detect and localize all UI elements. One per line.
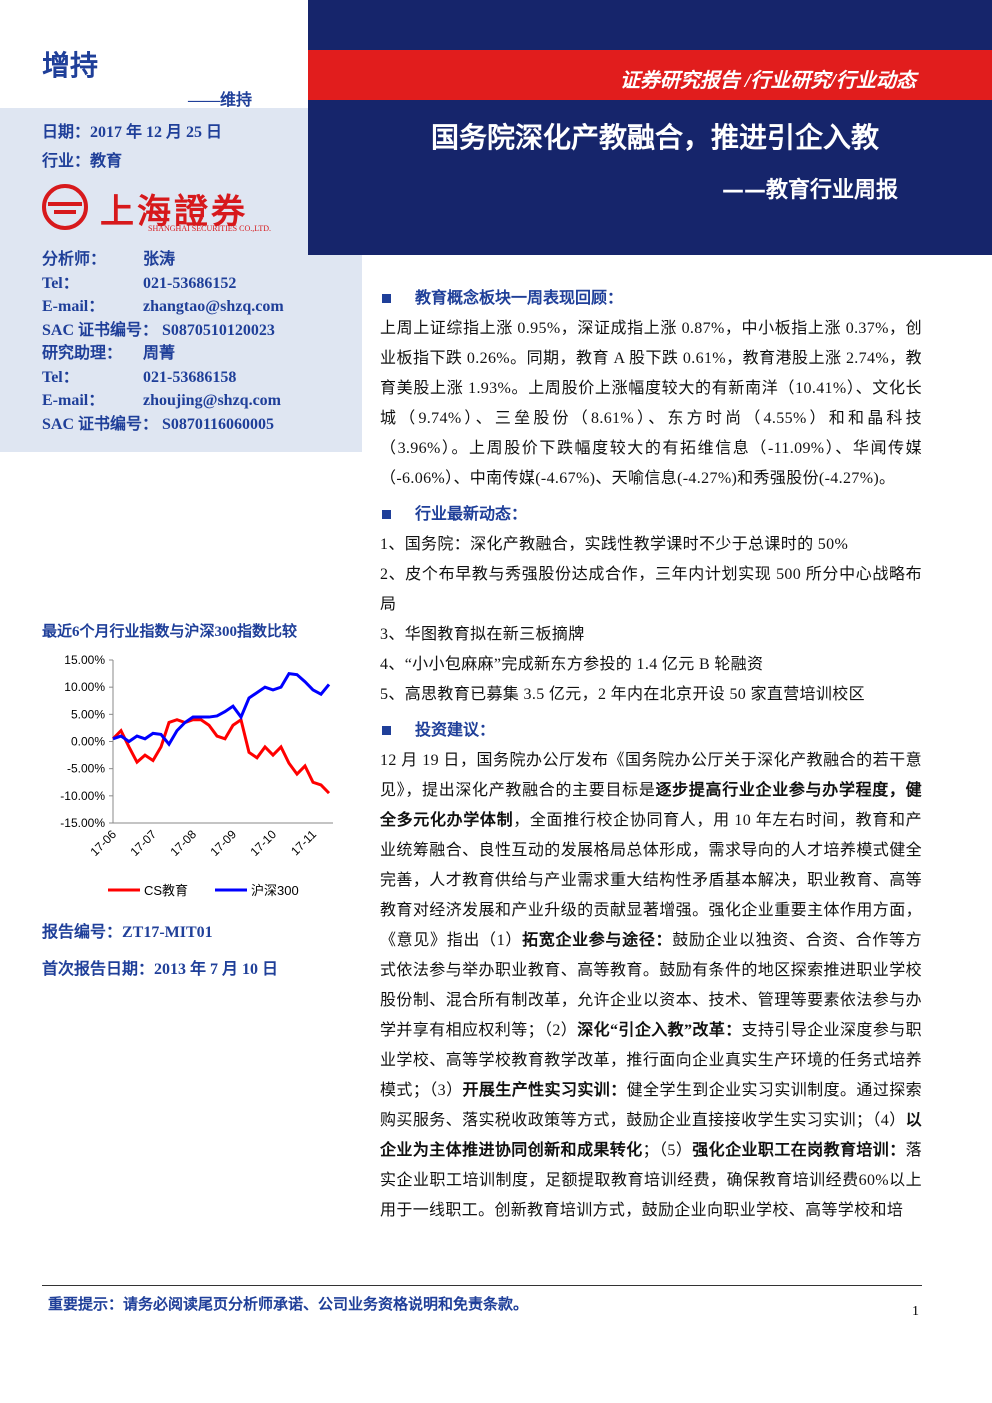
heading-text: 教育概念板块一周表现回顾： — [415, 290, 624, 307]
analyst-label: Tel： — [42, 274, 79, 292]
analyst-row: 研究助理： 周菁 — [42, 342, 284, 366]
analyst-row: Tel： 021-53686158 — [42, 366, 284, 390]
analyst-label: Tel： — [42, 368, 79, 386]
x-tick-label: 17-11 — [288, 827, 319, 858]
x-tick-label: 17-07 — [128, 827, 160, 859]
paragraph: 5、高思教育已募集 3.5 亿元，2 年内在北京开设 50 家直营培训校区 — [380, 686, 865, 703]
report-category: 证券研究报告 /行业研究/行业动态 — [619, 70, 916, 92]
analyst-row: E-mail： zhangtao@shzq.com — [42, 295, 284, 319]
section-heading: 教育概念板块一周表现回顾： — [380, 284, 922, 314]
bullet — [382, 726, 391, 735]
header-stripe — [308, 50, 992, 100]
footer-rule — [42, 1285, 922, 1286]
paragraph: 2、皮个布早教与秀强股份达成合作，三年内计划实现 500 所分中心战略布局 — [380, 566, 922, 613]
first-report-date: 首次报告日期：2013 年 7 月 10 日 — [42, 961, 279, 978]
analyst-row: E-mail： zhoujing@shzq.com — [42, 389, 284, 413]
header-band — [308, 0, 992, 255]
analyst-label: E-mail： — [42, 392, 105, 409]
y-tick-label: 5.00% — [71, 707, 105, 721]
analyst-row: 分析师： 张涛 — [42, 248, 284, 272]
section-heading: 投资建议： — [380, 716, 922, 746]
bold-text: 深化“引企入教”改革： — [577, 1022, 742, 1039]
text: 落实企业职工培训制度，足额提取教育培训经费，确保教育培训经费60%以上用于一线职… — [380, 1142, 922, 1219]
x-tick-label: 17-06 — [88, 827, 120, 859]
y-tick-label: -5.00% — [67, 762, 105, 776]
report-subtitle: ——教育行业周报 — [721, 178, 898, 203]
bullet — [382, 294, 391, 303]
logo-english: SHANGHAI SECURITIES CO.,LTD. — [148, 224, 272, 233]
report-title: 国务院深化产教融合，推进引企入教 — [430, 121, 879, 154]
series-line — [112, 671, 331, 747]
paragraph: 4、“小小包麻麻”完成新东方参投的 1.4 亿元 B 轮融资 — [380, 656, 764, 673]
analyst-value: 周菁 — [143, 345, 176, 362]
analyst-row: Tel： 021-53686152 — [42, 272, 284, 296]
y-tick-label: 15.00% — [64, 653, 105, 667]
analyst-value: zhangtao@shzq.com — [143, 298, 284, 315]
series-line — [111, 717, 331, 795]
text: 12 月 19 日，国务院办公厅发布《国务院办公厅关于深化产教融合的若干意见》，… — [380, 752, 922, 799]
bold-text: 以企业为主体推进协同创新和成果转化 — [380, 1112, 922, 1159]
paragraph: 3、华图教育拟在新三板摘牌 — [380, 626, 585, 643]
x-tick-label: 17-10 — [248, 827, 280, 859]
y-tick-label: 0.00% — [71, 735, 105, 749]
logo-name: 上海證券 — [100, 194, 248, 231]
chart-title: 最近6个月行业指数与沪深300指数比较 — [42, 624, 298, 640]
text: ，全面推行校企协同育人，用 10 年左右时间，教育和产业统筹融合、良性互动的发展… — [380, 812, 922, 949]
bold-text: 开展生产性实习实训： — [462, 1082, 627, 1099]
report-number: 报告编号：ZT17-MIT01 — [42, 924, 213, 941]
bold-text: 强化企业职工在岗教育培训： — [692, 1142, 906, 1159]
bold-text: 拓宽企业参与途径： — [522, 932, 673, 949]
analyst-label: 研究助理： — [42, 345, 123, 362]
text: ；（5） — [642, 1142, 693, 1159]
analyst-list: 分析师： 张涛 Tel： 021-53686152 E-mail： zhangtao@sh… — [42, 248, 284, 436]
paragraph: 1、国务院：深化产教融合，实践性教学课时不少于总课时的 50% — [380, 536, 849, 553]
text: 支持引导企业深度参与职业学校、高等学校教育教学改革，推行面向企业真实生产环境的任… — [380, 1022, 922, 1099]
analyst-label: E-mail： — [42, 298, 105, 315]
analyst-row: SAC 证书编号： S0870116060005 — [42, 413, 284, 437]
paragraph: 上周上证综指上涨 0.95%，深证成指上涨 0.87%，中小板指上涨 0.37%… — [380, 320, 922, 487]
legend-label: CS教育 — [144, 883, 188, 898]
x-tick-label: 17-08 — [168, 827, 200, 859]
y-tick-label: -15.00% — [60, 816, 105, 830]
date: 日期：2017 年 12 月 25 日 — [42, 124, 223, 141]
analyst-label: 分析师： — [42, 251, 107, 268]
legend-label: 沪深300 — [251, 883, 299, 898]
info-panel — [0, 108, 362, 452]
bullet — [382, 510, 391, 519]
analyst-value: S0870116060005 — [162, 415, 275, 433]
page-number: 1 — [912, 1304, 919, 1319]
footer-notice: 重要提示：请务必阅读尾页分析师承诺、公司业务资格说明和免责条款。 — [48, 1297, 529, 1313]
text: 健全学生到企业实习实训制度。通过探索购买服务、落实税收政策等方式，鼓励企业直接接… — [380, 1082, 922, 1129]
industry: 行业：教育 — [42, 153, 123, 170]
text: 鼓励企业以独资、合资、合作等方式依法参与举办职业教育、高等教育。鼓励有条件的地区… — [380, 932, 922, 1039]
analyst-value: 021-53686158 — [143, 368, 237, 386]
analyst-label: SAC 证书编号： — [42, 321, 159, 339]
analyst-row: SAC 证书编号： S0870510120023 — [42, 319, 284, 343]
heading-text: 行业最新动态： — [415, 506, 528, 523]
x-tick-label: 17-09 — [208, 827, 240, 859]
analyst-value: S0870510120023 — [162, 321, 275, 339]
previous-rating: ——维持 — [188, 92, 253, 109]
paragraph: 12 月 19 日，国务院办公厅发布《国务院办公厅关于深化产教融合的若干意见》，… — [380, 746, 922, 1226]
rating: 增持 — [42, 51, 99, 82]
bold-text: 逐步提高行业企业参与办学程度，健全多元化办学体制 — [380, 782, 922, 829]
heading-text: 投资建议： — [415, 722, 496, 739]
report-body: 教育概念板块一周表现回顾： 上周上证综指上涨 0.95%，深证成指上涨 0.87%… — [380, 284, 922, 1226]
logo-mark — [42, 184, 88, 230]
y-tick-label: -10.00% — [60, 789, 105, 803]
section-heading: 行业最新动态： — [380, 500, 922, 530]
chart: 15.00% 10.00% 5.00% 0.00% -5.00% -10.00% -15.0… — [60, 653, 333, 898]
analyst-value: 张涛 — [143, 251, 176, 268]
analyst-label: SAC 证书编号： — [42, 415, 159, 433]
analyst-value: 021-53686152 — [143, 274, 237, 292]
y-tick-label: 10.00% — [64, 680, 105, 694]
analyst-value: zhoujing@shzq.com — [143, 392, 282, 409]
